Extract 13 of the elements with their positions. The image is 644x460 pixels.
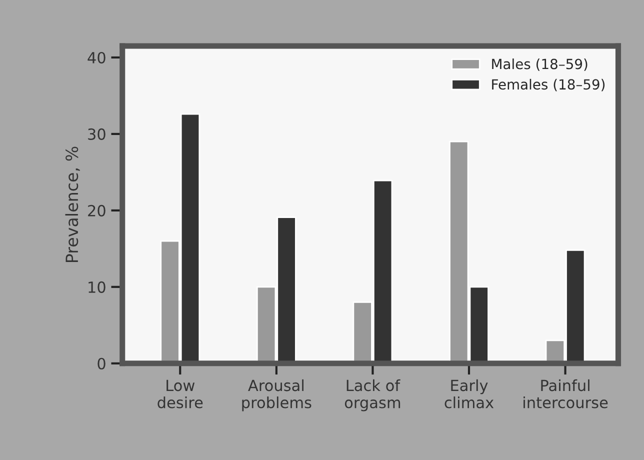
y-axis-title: Prevalence, % xyxy=(65,146,80,262)
x-tick-label: Lack of orgasm xyxy=(344,379,400,412)
y-tick-label: 10 xyxy=(88,281,106,293)
y-tick-label: 0 xyxy=(98,358,106,370)
x-tick-label: Arousal problems xyxy=(242,379,312,412)
x-tick-label: Low desire xyxy=(158,380,203,408)
legend-label: Males (18–59) xyxy=(492,58,588,71)
x-tick-label: Early climax xyxy=(444,379,494,408)
y-tick-label: 40 xyxy=(88,52,106,64)
y-tick-label: 30 xyxy=(88,128,106,140)
x-tick-label: Painful intercourse xyxy=(524,379,608,408)
y-tick-label: 20 xyxy=(88,204,106,216)
legend-label: Females (18–59) xyxy=(492,78,605,92)
